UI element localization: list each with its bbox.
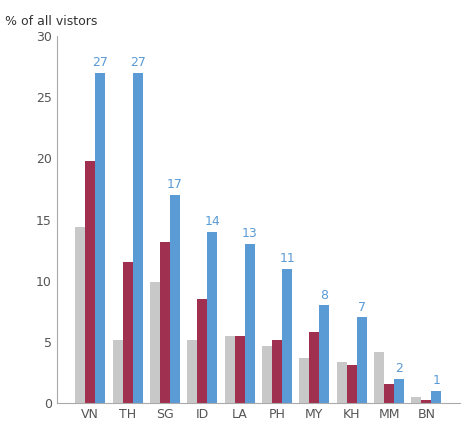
Text: 17: 17 — [167, 178, 183, 191]
Bar — [85, 161, 95, 403]
Bar — [411, 397, 421, 403]
Bar — [133, 73, 143, 403]
Bar — [170, 195, 180, 403]
Bar — [123, 263, 133, 403]
Bar — [394, 379, 404, 403]
Text: 2: 2 — [395, 362, 403, 375]
Text: 27: 27 — [92, 56, 109, 69]
Bar — [310, 332, 319, 403]
Bar — [299, 358, 310, 403]
Text: 8: 8 — [320, 289, 328, 302]
Bar — [245, 244, 255, 403]
Bar — [431, 391, 441, 403]
Text: 11: 11 — [279, 252, 295, 265]
Bar — [357, 318, 367, 403]
Text: 14: 14 — [204, 215, 220, 228]
Text: 1: 1 — [432, 374, 440, 387]
Bar — [75, 227, 85, 403]
Text: 27: 27 — [130, 56, 146, 69]
Bar — [225, 336, 235, 403]
Bar — [421, 400, 431, 403]
Text: 7: 7 — [358, 301, 366, 314]
Bar — [337, 362, 346, 403]
Bar — [384, 383, 394, 403]
Bar — [207, 232, 218, 403]
Bar — [112, 340, 123, 403]
Bar — [346, 365, 357, 403]
Bar — [95, 73, 105, 403]
Bar — [374, 352, 384, 403]
Bar — [272, 340, 282, 403]
Text: 13: 13 — [242, 227, 257, 240]
Bar — [197, 299, 207, 403]
Bar — [187, 340, 197, 403]
Bar — [262, 346, 272, 403]
Bar — [282, 268, 292, 403]
Bar — [235, 336, 245, 403]
Text: % of all vistors: % of all vistors — [5, 16, 97, 29]
Bar — [160, 241, 170, 403]
Bar — [319, 305, 329, 403]
Bar — [150, 282, 160, 403]
